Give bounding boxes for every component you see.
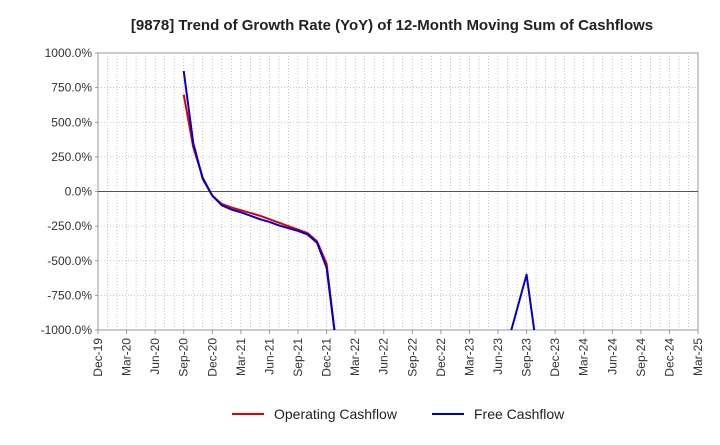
legend-label: Operating Cashflow <box>274 406 398 422</box>
x-tick-label: Sep-20 <box>177 338 191 377</box>
y-tick-label: -750.0% <box>47 288 92 302</box>
x-tick-label: Dec-23 <box>548 338 562 377</box>
x-tick-label: Dec-20 <box>205 338 219 377</box>
x-tick-label: Jun-20 <box>148 338 162 375</box>
y-tick-label: 0.0% <box>65 185 93 199</box>
x-tick-label: Dec-21 <box>320 338 334 377</box>
series-layer <box>182 70 536 330</box>
axis-layer: 1000.0% 750.0% 500.0% 250.0% 0.0% -250.0% -500… <box>41 46 705 377</box>
x-tick-label: Sep-21 <box>291 338 305 377</box>
x-tick-label: Mar-21 <box>234 338 248 376</box>
chart-title: [9878] Trend of Growth Rate (YoY) of 12-… <box>131 17 653 34</box>
x-tick-label: Jun-23 <box>491 338 505 375</box>
x-tick-label: Dec-22 <box>434 338 448 377</box>
x-tick-label: Mar-24 <box>577 338 591 376</box>
x-tick-label: Jun-22 <box>377 338 391 375</box>
series-line <box>510 273 536 330</box>
y-tick-label: -1000.0% <box>41 323 93 337</box>
x-tick-label: Jun-21 <box>262 338 276 375</box>
y-tick-label: -500.0% <box>47 254 92 268</box>
x-tick-label: Jun-24 <box>605 338 619 375</box>
x-tick-label: Sep-22 <box>405 338 419 377</box>
x-tick-label: Mar-22 <box>348 338 362 376</box>
x-tick-label: Dec-19 <box>91 338 105 377</box>
x-tick-label: Mar-25 <box>691 338 705 376</box>
y-tick-label: 500.0% <box>51 115 92 129</box>
legend-label: Free Cashflow <box>474 406 565 422</box>
y-tick-label: 750.0% <box>51 81 92 95</box>
grid-layer <box>97 52 699 331</box>
legend: Operating Cashflow Free Cashflow <box>232 406 565 422</box>
series-line <box>182 70 336 330</box>
x-tick-label: Sep-23 <box>520 338 534 377</box>
y-tick-label: 250.0% <box>51 150 92 164</box>
y-tick-label: 1000.0% <box>45 46 93 60</box>
x-tick-label: Mar-20 <box>120 338 134 376</box>
x-tick-label: Mar-23 <box>462 338 476 376</box>
x-tick-label: Sep-24 <box>634 338 648 377</box>
y-tick-label: -250.0% <box>47 219 92 233</box>
x-tick-label: Dec-24 <box>662 338 676 377</box>
